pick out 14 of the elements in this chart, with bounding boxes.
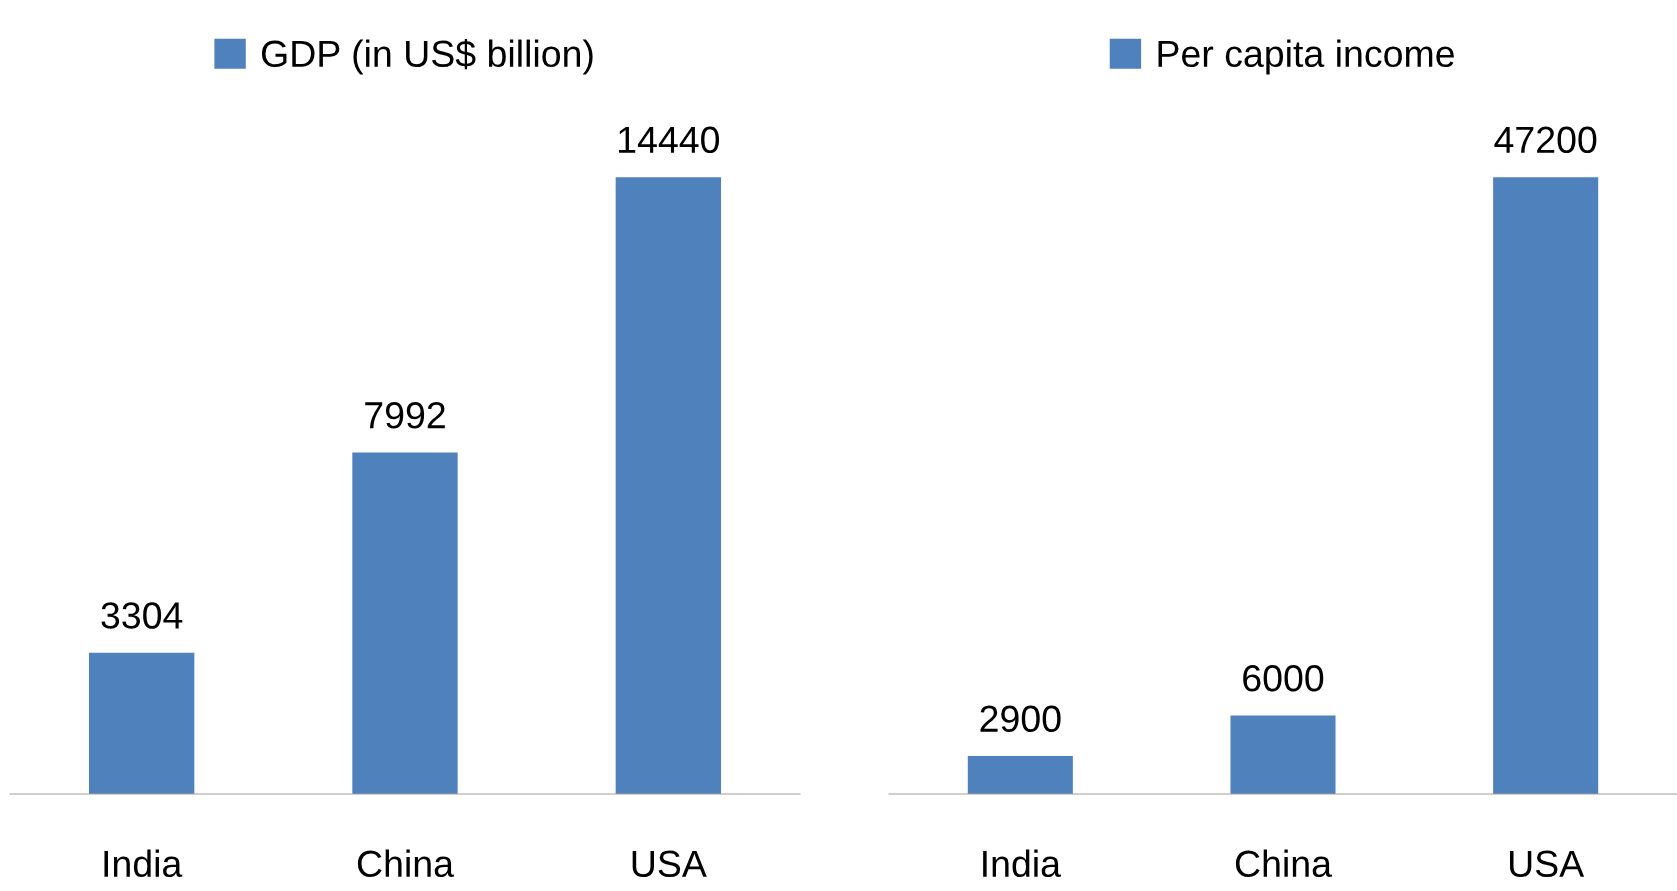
data-label: 47200	[1494, 126, 1597, 154]
legend-label: GDP (in US$ billion)	[261, 38, 593, 75]
data-label: 3304	[101, 602, 183, 629]
x-tick-label: USA	[632, 850, 707, 878]
x-tick-label: India	[104, 849, 183, 878]
x-tick-label: India	[983, 849, 1061, 878]
data-label: 7992	[365, 401, 445, 429]
x-tick-label: China	[357, 849, 454, 878]
data-label: 14440	[619, 126, 720, 154]
legend-label: Per capita income	[1158, 39, 1454, 75]
data-label: 6000	[1243, 664, 1324, 692]
x-tick-label: USA	[1510, 850, 1585, 878]
x-tick-label: China	[1235, 849, 1332, 878]
data-label: 2900	[980, 705, 1061, 733]
